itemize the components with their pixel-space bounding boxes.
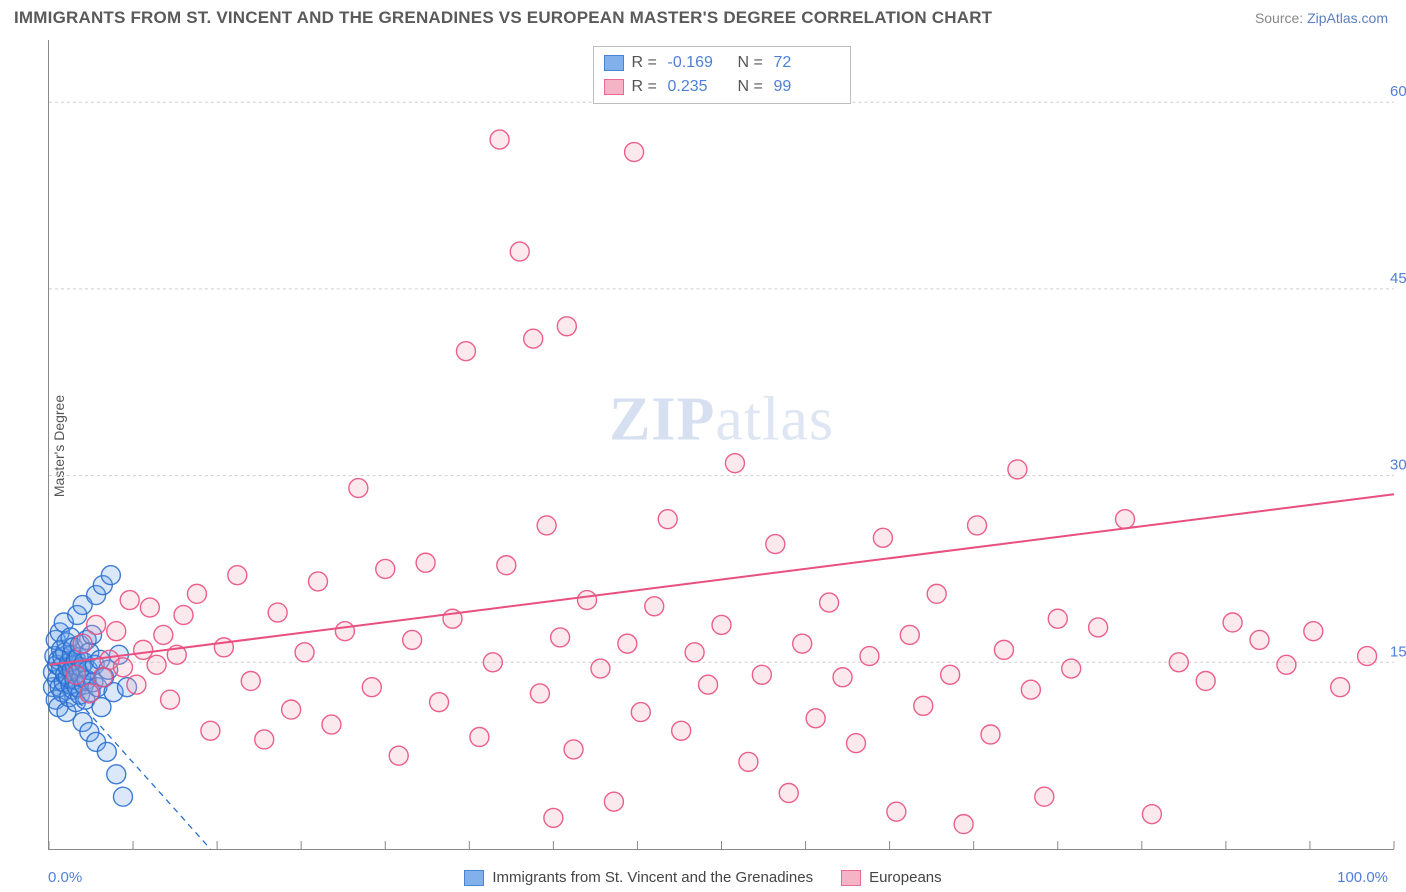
legend-series: Immigrants from St. Vincent and the Gren… xyxy=(0,869,1406,886)
scatter-points xyxy=(44,130,1377,834)
source-attribution: Source: ZipAtlas.com xyxy=(1255,10,1388,26)
source-link[interactable]: ZipAtlas.com xyxy=(1307,10,1388,26)
svg-text:45.0%: 45.0% xyxy=(1390,270,1406,287)
legend-n-value-2: 99 xyxy=(774,75,836,99)
legend-swatch-bottom-2 xyxy=(841,870,861,886)
legend-stats-row-1: R = -0.169 N = 72 xyxy=(604,51,836,75)
gridlines xyxy=(49,102,1394,662)
legend-swatch-bottom-1 xyxy=(464,870,484,886)
legend-n-label: N = xyxy=(738,51,766,75)
legend-n-value-1: 72 xyxy=(774,51,836,75)
plot-area: 15.0%30.0%45.0%60.0% ZIPatlas R = -0.169… xyxy=(48,40,1394,850)
legend-r-value-2: 0.235 xyxy=(668,75,730,99)
legend-n-label: N = xyxy=(738,75,766,99)
svg-text:60.0%: 60.0% xyxy=(1390,83,1406,100)
legend-stats: R = -0.169 N = 72 R = 0.235 N = 99 xyxy=(593,46,851,104)
legend-series-item-2: Europeans xyxy=(841,869,942,886)
chart-svg: 15.0%30.0%45.0%60.0% xyxy=(49,40,1394,849)
y-tick-labels: 15.0% 30.0% 45.0% 60.0% xyxy=(1390,83,1406,660)
svg-text:15.0%: 15.0% xyxy=(1390,643,1406,660)
legend-stats-row-2: R = 0.235 N = 99 xyxy=(604,75,836,99)
svg-text:30.0%: 30.0% xyxy=(1390,457,1406,474)
legend-swatch-series-1 xyxy=(604,55,624,71)
x-ticks xyxy=(49,841,1394,849)
legend-series-label-2: Europeans xyxy=(869,869,942,886)
legend-r-label: R = xyxy=(632,75,660,99)
legend-swatch-series-2 xyxy=(604,79,624,95)
legend-r-value-1: -0.169 xyxy=(668,51,730,75)
legend-series-label-1: Immigrants from St. Vincent and the Gren… xyxy=(492,869,813,886)
legend-r-label: R = xyxy=(632,51,660,75)
legend-series-item-1: Immigrants from St. Vincent and the Gren… xyxy=(464,869,813,886)
source-prefix: Source: xyxy=(1255,10,1307,26)
chart-title: IMMIGRANTS FROM ST. VINCENT AND THE GREN… xyxy=(14,8,992,28)
